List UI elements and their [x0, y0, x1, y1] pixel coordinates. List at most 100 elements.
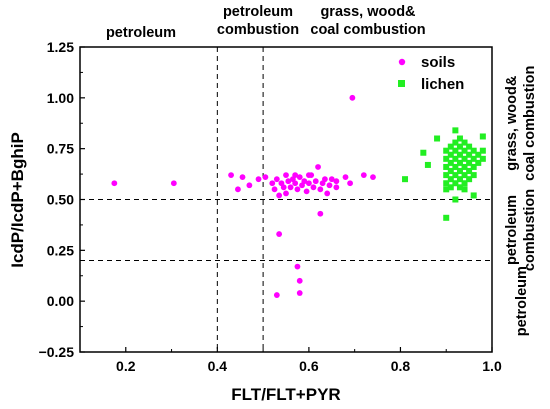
point-lichen [447, 159, 454, 166]
data-points [111, 94, 486, 298]
point-soils [255, 176, 262, 183]
point-lichen [452, 155, 459, 162]
point-soils [310, 184, 317, 191]
point-lichen [452, 180, 459, 187]
point-lichen [461, 139, 468, 146]
side-region-label-right-top: grass, wood& [504, 75, 520, 171]
point-lichen [452, 172, 459, 179]
side-region-label-right-mid: combustion [522, 189, 538, 271]
point-lichen [470, 147, 477, 154]
point-soils [283, 172, 289, 179]
region-label-top-right: coal combustion [310, 22, 425, 38]
legend-label-soils: soils [421, 54, 455, 71]
x-axis-label: FLT/FLT+PYR [231, 385, 340, 404]
point-soils [294, 263, 301, 270]
point-lichen [456, 151, 463, 158]
side-region-label-right-bot: petroleum [514, 266, 530, 336]
axes: 0.2 0.4 0.6 0.8 1.0 −0.25 0.00 0.25 0.50 0.75 1.00… [39, 39, 502, 374]
y-tick-label: −0.25 [39, 344, 75, 360]
point-lichen [466, 151, 473, 158]
point-lichen [424, 161, 431, 168]
point-lichen [456, 143, 463, 150]
point-soils [326, 182, 333, 189]
point-lichen [443, 147, 450, 154]
x-tick-label: 0.6 [299, 358, 319, 374]
point-lichen [475, 151, 482, 158]
y-tick-label: 0.75 [47, 141, 74, 157]
point-lichen [443, 186, 450, 193]
point-lichen [461, 163, 468, 170]
legend-marker-soils [398, 58, 406, 66]
point-lichen [466, 176, 473, 183]
point-soils [305, 180, 312, 187]
point-soils [296, 290, 303, 296]
legend-label-lichen: lichen [421, 76, 464, 93]
point-lichen [470, 163, 477, 170]
point-soils [292, 172, 299, 179]
point-soils [246, 182, 253, 189]
point-lichen [456, 135, 463, 142]
point-soils [296, 277, 303, 284]
point-lichen [479, 155, 486, 162]
point-soils [328, 176, 335, 183]
point-soils [273, 292, 280, 298]
point-soils [292, 180, 299, 187]
point-lichen [456, 168, 463, 175]
point-lichen [447, 184, 454, 191]
point-soils [276, 192, 283, 199]
x-tick-label: 0.4 [208, 358, 228, 374]
point-lichen [479, 133, 486, 140]
point-lichen [447, 143, 454, 150]
point-lichen [447, 176, 454, 183]
point-soils [283, 190, 289, 197]
point-lichen [466, 159, 473, 166]
point-lichen [461, 155, 468, 162]
point-soils [301, 178, 308, 185]
y-axis-label: IcdP/IcdP+BghiP [8, 132, 27, 268]
region-label-top-mid: petroleum [223, 4, 293, 20]
y-tick-label: 0.00 [47, 293, 74, 309]
legend-marker-lichen [398, 80, 405, 87]
point-soils [342, 174, 349, 181]
point-soils [333, 184, 340, 191]
point-lichen [461, 172, 468, 179]
point-lichen [434, 135, 441, 142]
point-soils [269, 180, 276, 187]
point-soils [280, 184, 287, 191]
point-lichen [479, 147, 486, 154]
point-lichen [456, 184, 463, 191]
point-soils [303, 188, 310, 195]
point-lichen [461, 186, 468, 193]
point-lichen [470, 192, 477, 199]
point-soils [370, 174, 376, 181]
point-lichen [452, 127, 459, 134]
point-lichen [443, 172, 450, 179]
region-label-top-mid: combustion [217, 22, 299, 38]
y-tick-label: 1.25 [47, 39, 74, 55]
point-soils [322, 176, 328, 183]
point-soils [170, 180, 177, 187]
side-region-label-right-mid: petroleum [504, 195, 520, 265]
point-lichen [470, 172, 477, 179]
point-lichen [452, 163, 459, 170]
point-lichen [466, 168, 473, 175]
point-lichen [443, 163, 450, 170]
x-tick-label: 0.2 [116, 358, 136, 374]
point-lichen [443, 214, 450, 221]
point-lichen [402, 176, 409, 183]
point-soils [239, 174, 246, 181]
legend: soils lichen [398, 54, 464, 93]
point-soils [285, 178, 292, 185]
point-lichen [420, 149, 427, 156]
point-lichen [447, 151, 454, 158]
point-soils [273, 176, 280, 183]
y-tick-label: 0.50 [47, 192, 74, 208]
point-soils [312, 178, 319, 185]
point-lichen [470, 155, 477, 162]
reference-lines [80, 47, 492, 352]
point-lichen [447, 168, 454, 175]
point-soils [271, 186, 278, 193]
region-label-top-right: grass, wood& [320, 4, 416, 20]
